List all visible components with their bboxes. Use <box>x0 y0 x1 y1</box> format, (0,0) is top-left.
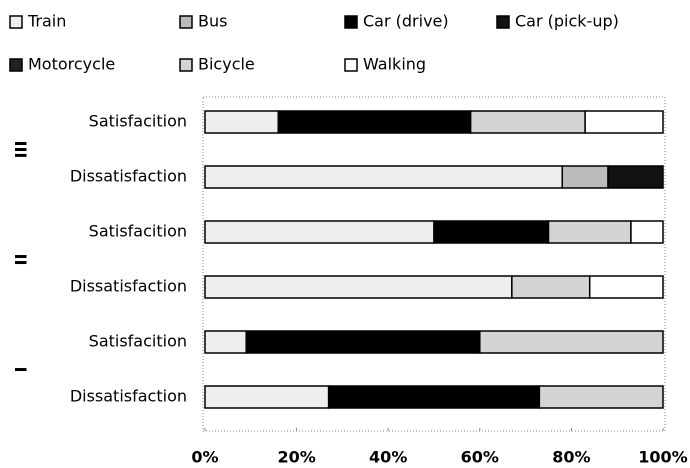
bar-segment <box>204 110 280 134</box>
bar-segment <box>204 165 563 189</box>
x-tick-label: 100% <box>638 448 687 467</box>
x-tick-label: 60% <box>461 448 499 467</box>
bar-segment <box>245 330 481 354</box>
legend-label: Walking <box>363 55 426 74</box>
legend-swatch <box>344 58 358 72</box>
legend-swatch <box>179 58 193 72</box>
x-tick-label: 20% <box>277 448 315 467</box>
plot-frame <box>202 96 666 432</box>
bar-segment <box>277 110 472 134</box>
legend-swatch <box>179 15 193 29</box>
group-label: I <box>12 367 31 373</box>
y-tick-label: Satisfacition <box>89 222 187 241</box>
bar-segment <box>607 165 664 189</box>
bar-segment <box>204 385 330 409</box>
bar-segment <box>204 330 247 354</box>
y-tick-label: Satisfacition <box>89 332 187 351</box>
y-tick-label: Dissatisfaction <box>70 167 187 186</box>
x-tick-label: 0% <box>191 448 218 467</box>
x-tick-label: 40% <box>369 448 407 467</box>
legend-label: Car (pick-up) <box>515 12 619 31</box>
bar-segment <box>204 220 435 244</box>
bar-segment <box>588 275 664 299</box>
bar-segment <box>469 110 586 134</box>
y-tick-label: Dissatisfaction <box>70 277 187 296</box>
bar-segment <box>584 110 664 134</box>
x-tick-label: 80% <box>552 448 590 467</box>
legend-swatch <box>9 58 23 72</box>
bar-segment <box>204 275 513 299</box>
bar-segment <box>630 220 664 244</box>
legend-label: Train <box>27 12 66 31</box>
legend-swatch <box>9 15 23 29</box>
y-tick-label: Dissatisfaction <box>70 387 187 406</box>
bar-segment <box>511 275 591 299</box>
legend-label: Car (drive) <box>363 12 449 31</box>
legend-swatch <box>496 15 510 29</box>
bar-segment <box>538 385 664 409</box>
legend-label: Motorcycle <box>28 55 115 74</box>
bar-segment <box>561 165 609 189</box>
legend-swatch <box>344 15 358 29</box>
bar-segment <box>327 385 541 409</box>
bar-segment <box>479 330 664 354</box>
y-tick-label: Satisfacition <box>89 112 187 131</box>
legend-label: Bus <box>198 12 227 31</box>
bar-segment <box>433 220 550 244</box>
bar-segment <box>547 220 632 244</box>
group-label: II <box>12 254 31 266</box>
legend-label: Bicycle <box>198 55 255 74</box>
group-label: III <box>12 141 31 159</box>
